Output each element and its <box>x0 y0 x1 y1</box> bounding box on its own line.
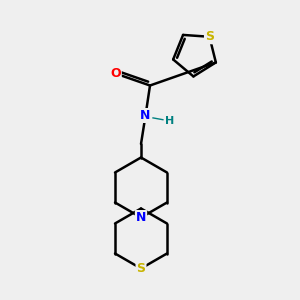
Text: S: S <box>205 30 214 43</box>
Text: H: H <box>165 116 174 127</box>
Text: N: N <box>136 211 146 224</box>
Text: O: O <box>110 67 121 80</box>
Text: N: N <box>140 109 151 122</box>
Text: S: S <box>136 262 146 275</box>
